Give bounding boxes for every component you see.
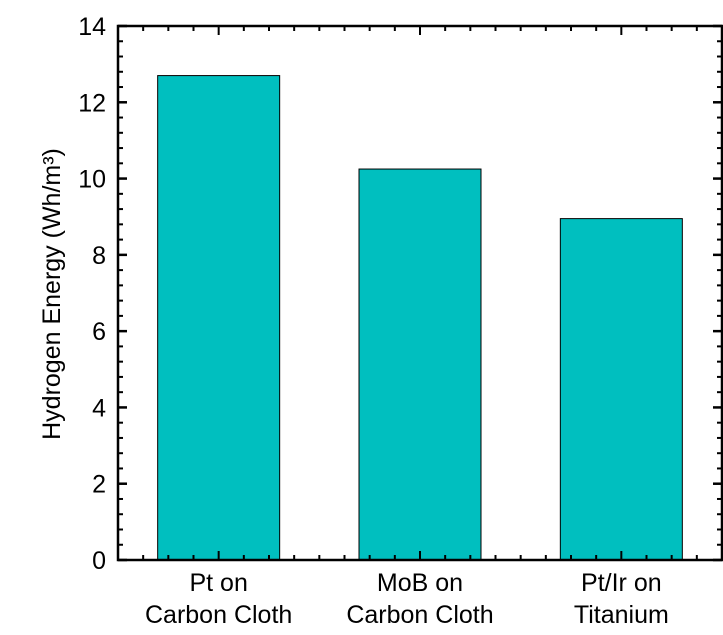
x-category-label: Carbon Cloth xyxy=(145,601,292,629)
y-tick-label: 6 xyxy=(92,318,106,346)
bar-1 xyxy=(358,168,482,561)
y-tick-label: 10 xyxy=(78,166,106,194)
x-category-label: Carbon Cloth xyxy=(346,601,493,629)
bar-2 xyxy=(559,218,683,561)
y-tick-label: 4 xyxy=(92,394,106,422)
y-tick-label: 0 xyxy=(92,547,106,575)
y-axis-title: Hydrogen Energy (Wh/m³) xyxy=(38,148,66,440)
x-category-label: Pt on xyxy=(189,569,247,597)
bar-0 xyxy=(157,75,281,561)
plot-area: 0 2 4 6 8 10 12 14 Pt on Carbon Cloth MoB on Carbon… xyxy=(78,13,723,629)
y-tick-label: 12 xyxy=(78,89,106,117)
x-category-label: Titanium xyxy=(574,601,669,629)
y-tick-label: 14 xyxy=(78,13,106,41)
x-category-label: MoB on xyxy=(377,569,463,597)
y-tick-label: 8 xyxy=(92,242,106,270)
y-tick-label: 2 xyxy=(92,471,106,499)
x-category-label: Pt/Ir on xyxy=(581,569,662,597)
